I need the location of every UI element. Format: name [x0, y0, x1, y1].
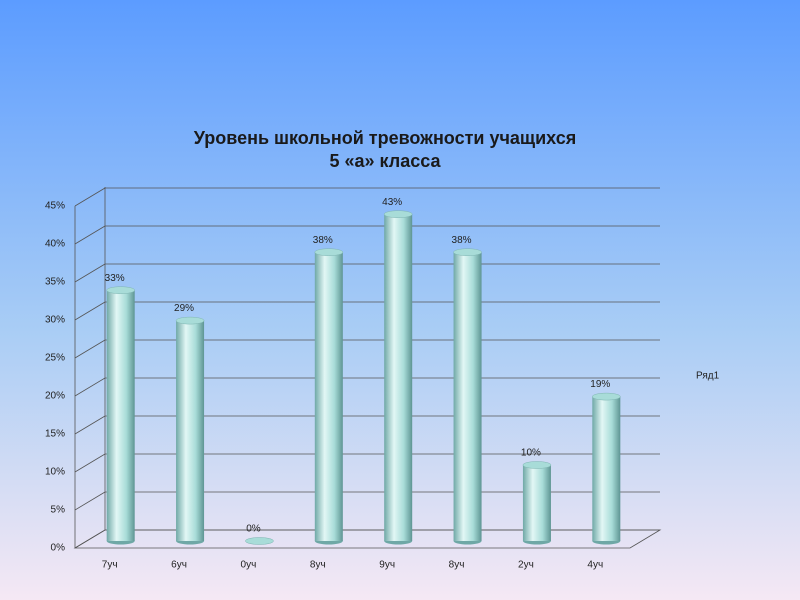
grid-line-side	[74, 263, 106, 283]
cylinder-cap	[106, 286, 135, 294]
chart-title: 5 «а» класса	[330, 151, 442, 171]
grid-line-side	[74, 225, 106, 245]
grid-line-side	[74, 491, 106, 511]
x-tick-label: 7уч	[102, 560, 118, 571]
cylinder-cap	[245, 537, 274, 545]
value-label: 33%	[105, 273, 125, 284]
value-label: 29%	[174, 303, 194, 314]
bar	[106, 290, 135, 541]
cylinder-cap	[383, 210, 413, 218]
cylinder-cap	[175, 316, 205, 325]
y-tick-label: 35%	[45, 277, 65, 288]
y-tick-label: 5%	[51, 505, 66, 516]
cylinder-cap	[522, 461, 552, 469]
grid-line-side	[74, 301, 106, 321]
bar	[314, 252, 343, 541]
y-tick-label: 20%	[45, 391, 65, 402]
grid-line-side	[74, 187, 106, 207]
value-label: 10%	[521, 448, 541, 459]
y-tick-label: 40%	[45, 239, 65, 250]
grid-line-side	[74, 415, 106, 435]
bar	[384, 214, 413, 541]
chart-title: Уровень школьной тревожности учащихся	[194, 128, 577, 148]
legend-label: Ряд1	[696, 371, 720, 382]
value-label: 38%	[452, 235, 472, 246]
cylinder-cap	[453, 248, 482, 256]
y-tick-label: 30%	[45, 315, 65, 326]
bar	[453, 252, 482, 541]
y-tick-label: 15%	[45, 429, 65, 440]
x-tick-label: 2уч	[518, 560, 534, 571]
bar	[176, 320, 205, 541]
bar	[592, 396, 621, 541]
grid-line-side	[74, 377, 106, 397]
grid-line-side	[74, 529, 106, 549]
y-tick-label: 10%	[45, 467, 65, 478]
y-tick-label: 45%	[45, 201, 65, 212]
x-tick-label: 9уч	[379, 560, 395, 571]
x-tick-label: 0уч	[241, 560, 257, 571]
value-label: 38%	[313, 235, 333, 246]
value-label: 0%	[246, 524, 261, 535]
cylinder-cap	[314, 248, 344, 256]
x-tick-label: 4уч	[587, 560, 603, 571]
cylinder-cap	[592, 392, 621, 401]
bar	[522, 465, 551, 541]
value-label: 43%	[382, 197, 402, 208]
y-tick-label: 0%	[51, 543, 66, 554]
grid-line-side	[74, 453, 106, 473]
x-tick-label: 8уч	[310, 560, 326, 571]
y-tick-label: 25%	[45, 353, 65, 364]
x-tick-label: 8уч	[449, 560, 465, 571]
x-tick-label: 6уч	[171, 560, 187, 571]
value-label: 19%	[590, 379, 610, 390]
grid-line-side	[74, 339, 106, 359]
